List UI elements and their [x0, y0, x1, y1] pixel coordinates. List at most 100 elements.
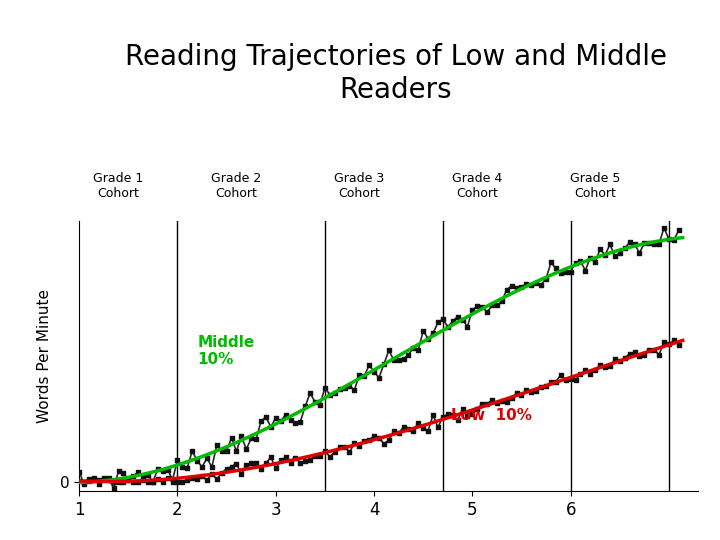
Point [103, 474, 114, 483]
Point [575, 370, 586, 379]
Point [152, 465, 163, 474]
Point [162, 474, 174, 482]
Point [98, 474, 109, 482]
Point [294, 417, 306, 426]
Point [334, 384, 346, 393]
Point [300, 402, 311, 410]
Point [324, 452, 336, 461]
Point [226, 434, 238, 442]
Point [565, 267, 577, 276]
Point [393, 429, 405, 438]
Point [143, 477, 154, 486]
Point [521, 386, 532, 395]
Point [197, 463, 208, 471]
Point [594, 361, 606, 369]
Point [348, 386, 360, 394]
Point [197, 472, 208, 481]
Point [265, 453, 276, 462]
Point [482, 400, 493, 408]
Point [629, 239, 640, 248]
Point [580, 266, 591, 275]
Point [122, 475, 134, 484]
Point [201, 454, 212, 463]
Point [181, 463, 193, 472]
Point [604, 362, 616, 370]
Point [127, 472, 139, 481]
Point [668, 336, 680, 345]
Text: Grade 1
Cohort: Grade 1 Cohort [94, 172, 143, 200]
Point [221, 464, 233, 473]
Point [265, 423, 276, 431]
Point [143, 471, 154, 480]
Point [432, 423, 444, 432]
Point [373, 374, 384, 382]
Point [383, 346, 395, 355]
Point [639, 239, 650, 247]
Point [413, 418, 424, 427]
Point [117, 477, 129, 486]
Point [300, 457, 311, 465]
Point [644, 238, 655, 247]
Point [570, 375, 581, 384]
Point [614, 356, 626, 365]
Point [496, 297, 508, 306]
Point [491, 399, 503, 408]
Point [663, 235, 675, 244]
Point [230, 459, 242, 468]
Point [402, 424, 414, 433]
Point [397, 423, 409, 431]
Point [226, 462, 238, 471]
Point [590, 258, 601, 267]
Point [206, 469, 217, 478]
Point [284, 458, 296, 467]
Point [280, 453, 292, 462]
Point [452, 312, 464, 321]
Point [673, 341, 685, 350]
Point [364, 361, 375, 370]
Point [147, 477, 158, 486]
Point [531, 279, 542, 288]
Point [73, 468, 85, 476]
Point [545, 258, 557, 267]
Point [447, 411, 459, 420]
Point [339, 383, 351, 392]
Point [206, 463, 217, 471]
Point [604, 240, 616, 249]
Point [348, 439, 360, 448]
Point [418, 424, 429, 433]
Point [442, 322, 454, 331]
Point [369, 431, 380, 440]
Point [393, 355, 405, 364]
Point [310, 451, 321, 460]
Point [585, 253, 596, 262]
Point [73, 477, 85, 486]
Point [486, 301, 498, 310]
Point [167, 477, 179, 486]
Point [437, 315, 449, 323]
Point [314, 400, 325, 409]
Point [270, 464, 282, 472]
Point [216, 469, 228, 477]
Point [93, 480, 104, 489]
Point [167, 475, 179, 484]
Text: Grade 3
Cohort: Grade 3 Cohort [334, 172, 384, 200]
Point [275, 417, 287, 426]
Point [122, 476, 134, 484]
Point [251, 435, 262, 444]
Point [397, 354, 409, 363]
Point [78, 477, 90, 486]
Point [516, 390, 527, 399]
Point [246, 434, 257, 443]
Point [402, 350, 414, 359]
Point [132, 477, 144, 486]
Point [599, 251, 611, 259]
Point [510, 284, 522, 293]
Point [555, 269, 567, 278]
Point [540, 274, 552, 283]
Point [506, 394, 518, 402]
Point [653, 239, 665, 248]
Point [516, 282, 527, 291]
Point [477, 302, 488, 311]
Point [172, 456, 184, 464]
Point [181, 475, 193, 484]
